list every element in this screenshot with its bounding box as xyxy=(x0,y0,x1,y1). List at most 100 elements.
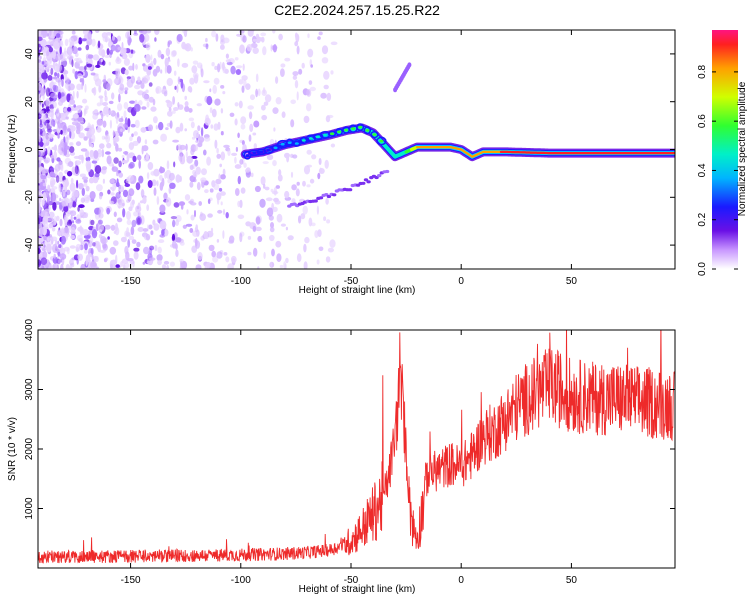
noise-speckle xyxy=(56,64,62,73)
noise-speckle xyxy=(185,144,187,151)
noise-speckle xyxy=(317,206,319,215)
noise-speckle xyxy=(235,57,239,60)
noise-speckle xyxy=(286,154,289,162)
noise-speckle xyxy=(117,218,122,223)
noise-speckle xyxy=(84,183,88,188)
noise-speckle xyxy=(46,98,51,107)
noise-speckle xyxy=(326,219,330,223)
noise-speckle xyxy=(58,244,61,248)
noise-speckle xyxy=(221,151,226,160)
noise-speckle xyxy=(250,94,255,100)
noise-speckle xyxy=(120,128,123,132)
noise-speckle xyxy=(110,120,112,129)
noise-speckle xyxy=(206,43,209,49)
noise-speckle xyxy=(40,142,43,147)
noise-speckle xyxy=(227,263,234,271)
noise-speckle xyxy=(309,80,313,85)
noise-speckle xyxy=(225,256,229,262)
noise-speckle xyxy=(284,58,290,62)
noise-speckle xyxy=(249,111,252,119)
ridge-blob-core xyxy=(351,127,355,130)
noise-speckle xyxy=(191,215,195,221)
noise-speckle xyxy=(263,87,266,94)
noise-speckle xyxy=(189,118,194,122)
noise-speckle xyxy=(216,148,219,154)
noise-speckle xyxy=(147,101,150,107)
colorbar-tick-label: 0.2 xyxy=(697,212,708,226)
noise-speckle xyxy=(172,96,175,105)
noise-speckle xyxy=(86,64,92,68)
noise-speckle xyxy=(253,226,256,232)
noise-speckle xyxy=(205,115,209,123)
noise-speckle xyxy=(176,84,178,93)
noise-speckle xyxy=(52,186,57,190)
noise-speckle xyxy=(157,196,160,205)
noise-speckle xyxy=(71,227,76,235)
noise-speckle xyxy=(133,211,138,216)
noise-speckle xyxy=(184,96,187,100)
noise-speckle xyxy=(204,231,208,238)
noise-speckle xyxy=(67,210,74,214)
noise-speckle xyxy=(266,197,273,201)
noise-speckle xyxy=(292,71,298,76)
noise-speckle xyxy=(253,47,259,54)
noise-speckle xyxy=(119,118,124,122)
spectrogram-ytick-label: -40 xyxy=(24,237,35,252)
noise-speckle xyxy=(60,253,66,260)
noise-speckle xyxy=(137,206,140,209)
noise-speckle xyxy=(275,200,281,204)
noise-speckle xyxy=(147,172,149,179)
noise-speckle xyxy=(64,74,67,80)
noise-speckle xyxy=(69,198,73,207)
noise-speckle xyxy=(127,118,130,127)
noise-speckle xyxy=(142,145,148,151)
noise-speckle xyxy=(306,90,310,96)
noise-speckle xyxy=(146,43,151,51)
noise-speckle xyxy=(174,202,180,208)
noise-speckle xyxy=(99,143,105,149)
noise-speckle xyxy=(157,260,162,265)
noise-speckle xyxy=(77,73,82,78)
noise-speckle xyxy=(326,115,330,122)
noise-speckle xyxy=(251,173,254,178)
noise-speckle xyxy=(54,145,57,152)
noise-speckle xyxy=(297,253,302,262)
noise-speckle xyxy=(86,45,90,51)
noise-speckle xyxy=(167,42,170,48)
noise-speckle xyxy=(61,164,64,171)
noise-speckle xyxy=(160,69,162,73)
noise-speckle xyxy=(67,128,71,132)
noise-speckle xyxy=(49,47,54,52)
noise-speckle xyxy=(172,240,176,249)
noise-speckle xyxy=(211,251,216,258)
noise-speckle xyxy=(126,177,129,181)
noise-speckle xyxy=(99,208,101,217)
noise-speckle xyxy=(48,65,53,69)
noise-speckle xyxy=(69,146,74,153)
noise-speckle xyxy=(178,76,181,84)
noise-speckle xyxy=(150,106,156,111)
noise-speckle xyxy=(70,245,76,249)
noise-speckle xyxy=(84,84,86,93)
noise-speckle xyxy=(123,151,128,154)
noise-speckle xyxy=(170,120,173,129)
snr-xtick-label: 0 xyxy=(458,575,464,586)
noise-speckle xyxy=(193,130,199,138)
noise-speckle xyxy=(216,251,222,259)
noise-speckle xyxy=(240,116,246,124)
noise-speckle xyxy=(239,233,242,242)
noise-speckle xyxy=(206,96,212,105)
noise-speckle xyxy=(134,104,141,112)
noise-speckle xyxy=(176,174,181,183)
noise-speckle xyxy=(51,82,57,85)
noise-speckle xyxy=(222,91,225,94)
noise-speckle xyxy=(212,85,217,94)
ridge-blob-core xyxy=(274,147,278,150)
noise-speckle xyxy=(120,48,126,56)
noise-speckle xyxy=(208,199,211,205)
noise-speckle xyxy=(174,86,176,90)
noise-speckle xyxy=(231,153,237,156)
ridge-blob-core xyxy=(344,129,348,132)
noise-speckle xyxy=(297,182,300,186)
noise-speckle xyxy=(141,189,145,197)
